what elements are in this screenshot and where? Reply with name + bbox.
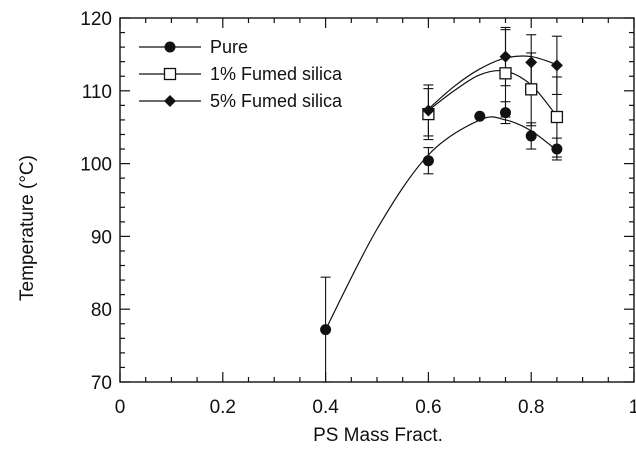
data-point-5-fumed-silica (499, 50, 512, 63)
fit-curve-5-fumed-silica (428, 55, 558, 110)
y-tick-label: 70 (91, 373, 112, 394)
legend-marker-1-fumed-silica (163, 67, 177, 81)
data-point-pure (551, 143, 563, 155)
data-point-5-fumed-silica (525, 56, 538, 69)
x-axis-label: PS Mass Fract. (313, 425, 443, 446)
x-tick-label: 0.8 (518, 397, 544, 418)
x-tick-label: 0 (115, 397, 126, 418)
error-bars (320, 26, 562, 383)
y-axis-ticks: 70 80 90 100 110 120 (80, 9, 634, 394)
legend-marker-pure (164, 41, 176, 53)
data-point-5-fumed-silica (550, 59, 563, 72)
data-point-pure (500, 107, 511, 119)
data-point-pure (525, 130, 537, 142)
fit-curve-pure (325, 116, 558, 330)
data-markers (320, 50, 564, 336)
fit-curves (325, 55, 558, 330)
x-tick-label: 0.6 (415, 397, 441, 418)
x-tick-label: 0.4 (312, 397, 339, 418)
y-tick-label: 110 (82, 82, 112, 103)
fit-curve-1-fumed-silica (428, 69, 558, 117)
data-point-1-fumed-silica (525, 83, 538, 96)
legend-marker-5-fumed-silica (164, 95, 176, 107)
y-tick-label: 100 (80, 155, 112, 176)
data-point-1-fumed-silica (499, 67, 512, 80)
data-point-pure (474, 110, 486, 122)
x-tick-label: 0.2 (210, 397, 236, 418)
data-point-5-fumed-silica (422, 104, 435, 117)
x-axis-ticks: 0 0.2 0.4 0.6 0.8 1 (115, 18, 636, 418)
data-point-pure (422, 155, 434, 167)
y-axis-label: Temperature (°C) (17, 155, 38, 301)
x-tick-label: 1 (629, 397, 636, 418)
legend-label-1-fumed-silica: 1% Fumed silica (210, 64, 343, 84)
legend: Pure 1% Fumed silica 5% Fumed silica (139, 37, 343, 111)
y-tick-label: 80 (91, 300, 112, 321)
y-tick-label: 120 (80, 9, 112, 30)
data-point-1-fumed-silica (550, 110, 564, 124)
y-tick-label: 90 (91, 227, 112, 248)
legend-label-5-fumed-silica: 5% Fumed silica (210, 91, 343, 111)
legend-label-pure: Pure (210, 37, 248, 57)
data-point-pure (320, 324, 332, 336)
